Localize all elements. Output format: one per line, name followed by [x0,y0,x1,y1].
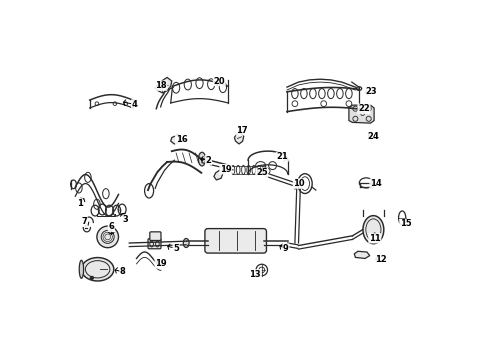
Text: 12: 12 [374,256,386,264]
Polygon shape [234,131,244,144]
Ellipse shape [183,238,189,248]
Ellipse shape [198,152,205,166]
Text: 6: 6 [108,222,114,231]
Text: 3: 3 [122,215,128,224]
Text: 9: 9 [283,244,288,253]
FancyBboxPatch shape [149,232,161,240]
Text: 19: 19 [220,165,231,174]
Circle shape [89,276,94,280]
FancyBboxPatch shape [148,239,161,249]
Polygon shape [155,77,171,93]
Text: 25: 25 [255,168,267,177]
Ellipse shape [362,216,383,244]
Text: 18: 18 [155,81,166,90]
Text: 11: 11 [368,234,380,243]
Polygon shape [354,251,369,258]
Text: 15: 15 [399,219,411,228]
Text: 24: 24 [367,132,379,140]
Text: 23: 23 [365,87,376,96]
Text: 16: 16 [175,135,187,144]
Text: 14: 14 [369,179,381,188]
Circle shape [97,226,118,248]
Text: 10: 10 [293,179,305,188]
Text: 17: 17 [235,126,247,135]
Text: 1: 1 [77,199,82,208]
Text: 2: 2 [205,156,211,165]
Text: 21: 21 [276,152,287,161]
Polygon shape [170,135,180,144]
FancyBboxPatch shape [204,229,266,253]
Text: 7: 7 [81,217,87,226]
Text: 13: 13 [249,270,261,279]
Text: 5: 5 [173,244,179,253]
Text: 19: 19 [155,259,166,268]
Text: 22: 22 [357,104,369,113]
Polygon shape [213,170,223,180]
Polygon shape [348,105,373,123]
Ellipse shape [79,260,83,278]
Text: 4: 4 [131,100,137,109]
Ellipse shape [81,258,114,281]
Text: 20: 20 [213,77,224,85]
Text: 8: 8 [120,267,125,276]
